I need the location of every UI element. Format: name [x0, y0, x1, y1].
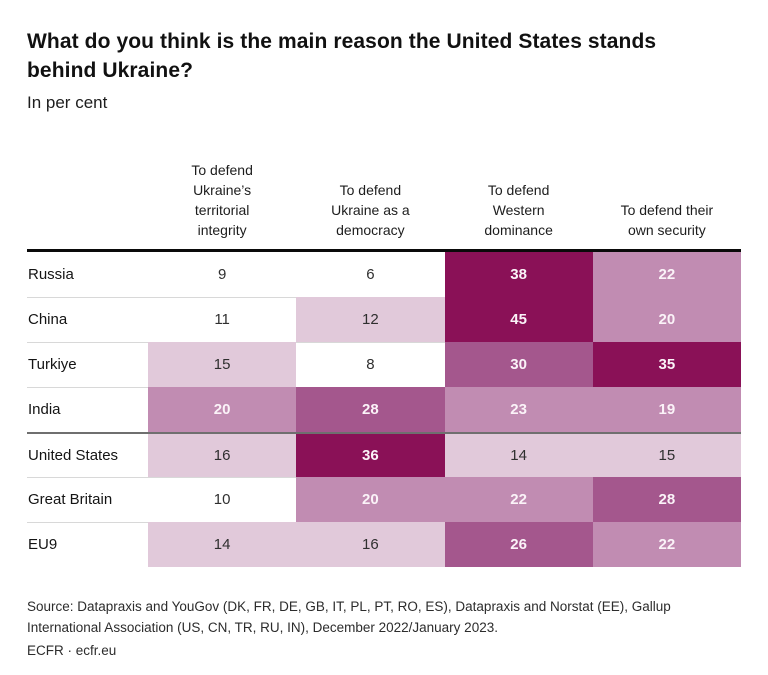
table-row-united-states: United States 16 36 14 15	[27, 431, 741, 477]
cell-eu9-col2: 16	[296, 521, 445, 567]
cell-eu9-col3: 26	[444, 521, 593, 567]
cell-turkiye-col1: 15	[148, 341, 297, 387]
heatmap-body: Russia 9 6 38 22 China 11 12 45 20 Turkiye 15 8 30 35 I…	[27, 248, 741, 567]
cell-china-col3: 45	[444, 296, 593, 342]
cell-russia-col2: 6	[296, 251, 445, 297]
row-label-united-states: United States	[27, 431, 148, 477]
cell-india-col1: 20	[148, 386, 297, 432]
row-label-great-britain: Great Britain	[27, 476, 148, 522]
table-row-eu9: EU9 14 16 26 22	[27, 521, 741, 567]
cell-turkiye-col4: 35	[592, 341, 741, 387]
cell-india-col3: 23	[444, 386, 593, 432]
column-headers: To defend Ukraine’s territorial integrit…	[27, 157, 741, 249]
cell-china-col2: 12	[296, 296, 445, 342]
cell-united-states-col3: 14	[444, 431, 593, 477]
cell-turkiye-col2: 8	[296, 341, 445, 387]
cell-russia-col4: 22	[592, 251, 741, 297]
column-header-2: To defend Ukraine as a democracy	[331, 181, 410, 238]
row-label-india: India	[27, 386, 148, 432]
table-row-china: China 11 12 45 20	[27, 296, 741, 342]
chart-title: What do you think is the main reason the…	[27, 30, 657, 82]
cell-india-col2: 28	[296, 386, 445, 432]
table-row-turkiye: Turkiye 15 8 30 35	[27, 341, 741, 387]
heatmap-table: To defend Ukraine’s territorial integrit…	[27, 157, 741, 567]
cell-russia-col3: 38	[444, 251, 593, 297]
cell-great-britain-col1: 10	[148, 476, 297, 522]
cell-russia-col1: 9	[148, 251, 297, 297]
table-row-india: India 20 28 23 19	[27, 386, 741, 432]
cell-india-col4: 19	[592, 386, 741, 432]
chart-subtitle: In per cent	[27, 92, 108, 112]
cell-united-states-col4: 15	[592, 431, 741, 477]
cell-eu9-col1: 14	[148, 521, 297, 567]
cell-eu9-col4: 22	[592, 521, 741, 567]
header-spacer	[27, 157, 148, 249]
table-row-great-britain: Great Britain 10 20 22 28	[27, 476, 741, 522]
column-header-1: To defend Ukraine’s territorial integrit…	[191, 161, 253, 238]
row-label-turkiye: Turkiye	[27, 341, 148, 387]
cell-great-britain-col2: 20	[296, 476, 445, 522]
row-label-china: China	[27, 296, 148, 342]
table-row-russia: Russia 9 6 38 22	[27, 251, 741, 297]
cell-great-britain-col4: 28	[592, 476, 741, 522]
branding: ECFR · ecfr.eu	[27, 642, 117, 658]
row-label-eu9: EU9	[27, 521, 148, 567]
column-header-4: To defend their own security	[620, 201, 714, 238]
source-note: Source: Datapraxis and YouGov (DK, FR, D…	[27, 598, 671, 635]
cell-china-col4: 20	[592, 296, 741, 342]
cell-united-states-col2: 36	[296, 431, 445, 477]
cell-united-states-col1: 16	[148, 431, 297, 477]
cell-great-britain-col3: 22	[444, 476, 593, 522]
row-label-russia: Russia	[27, 251, 148, 297]
cell-china-col1: 11	[148, 296, 297, 342]
column-header-3: To defend Western dominance	[484, 181, 553, 238]
cell-turkiye-col3: 30	[444, 341, 593, 387]
